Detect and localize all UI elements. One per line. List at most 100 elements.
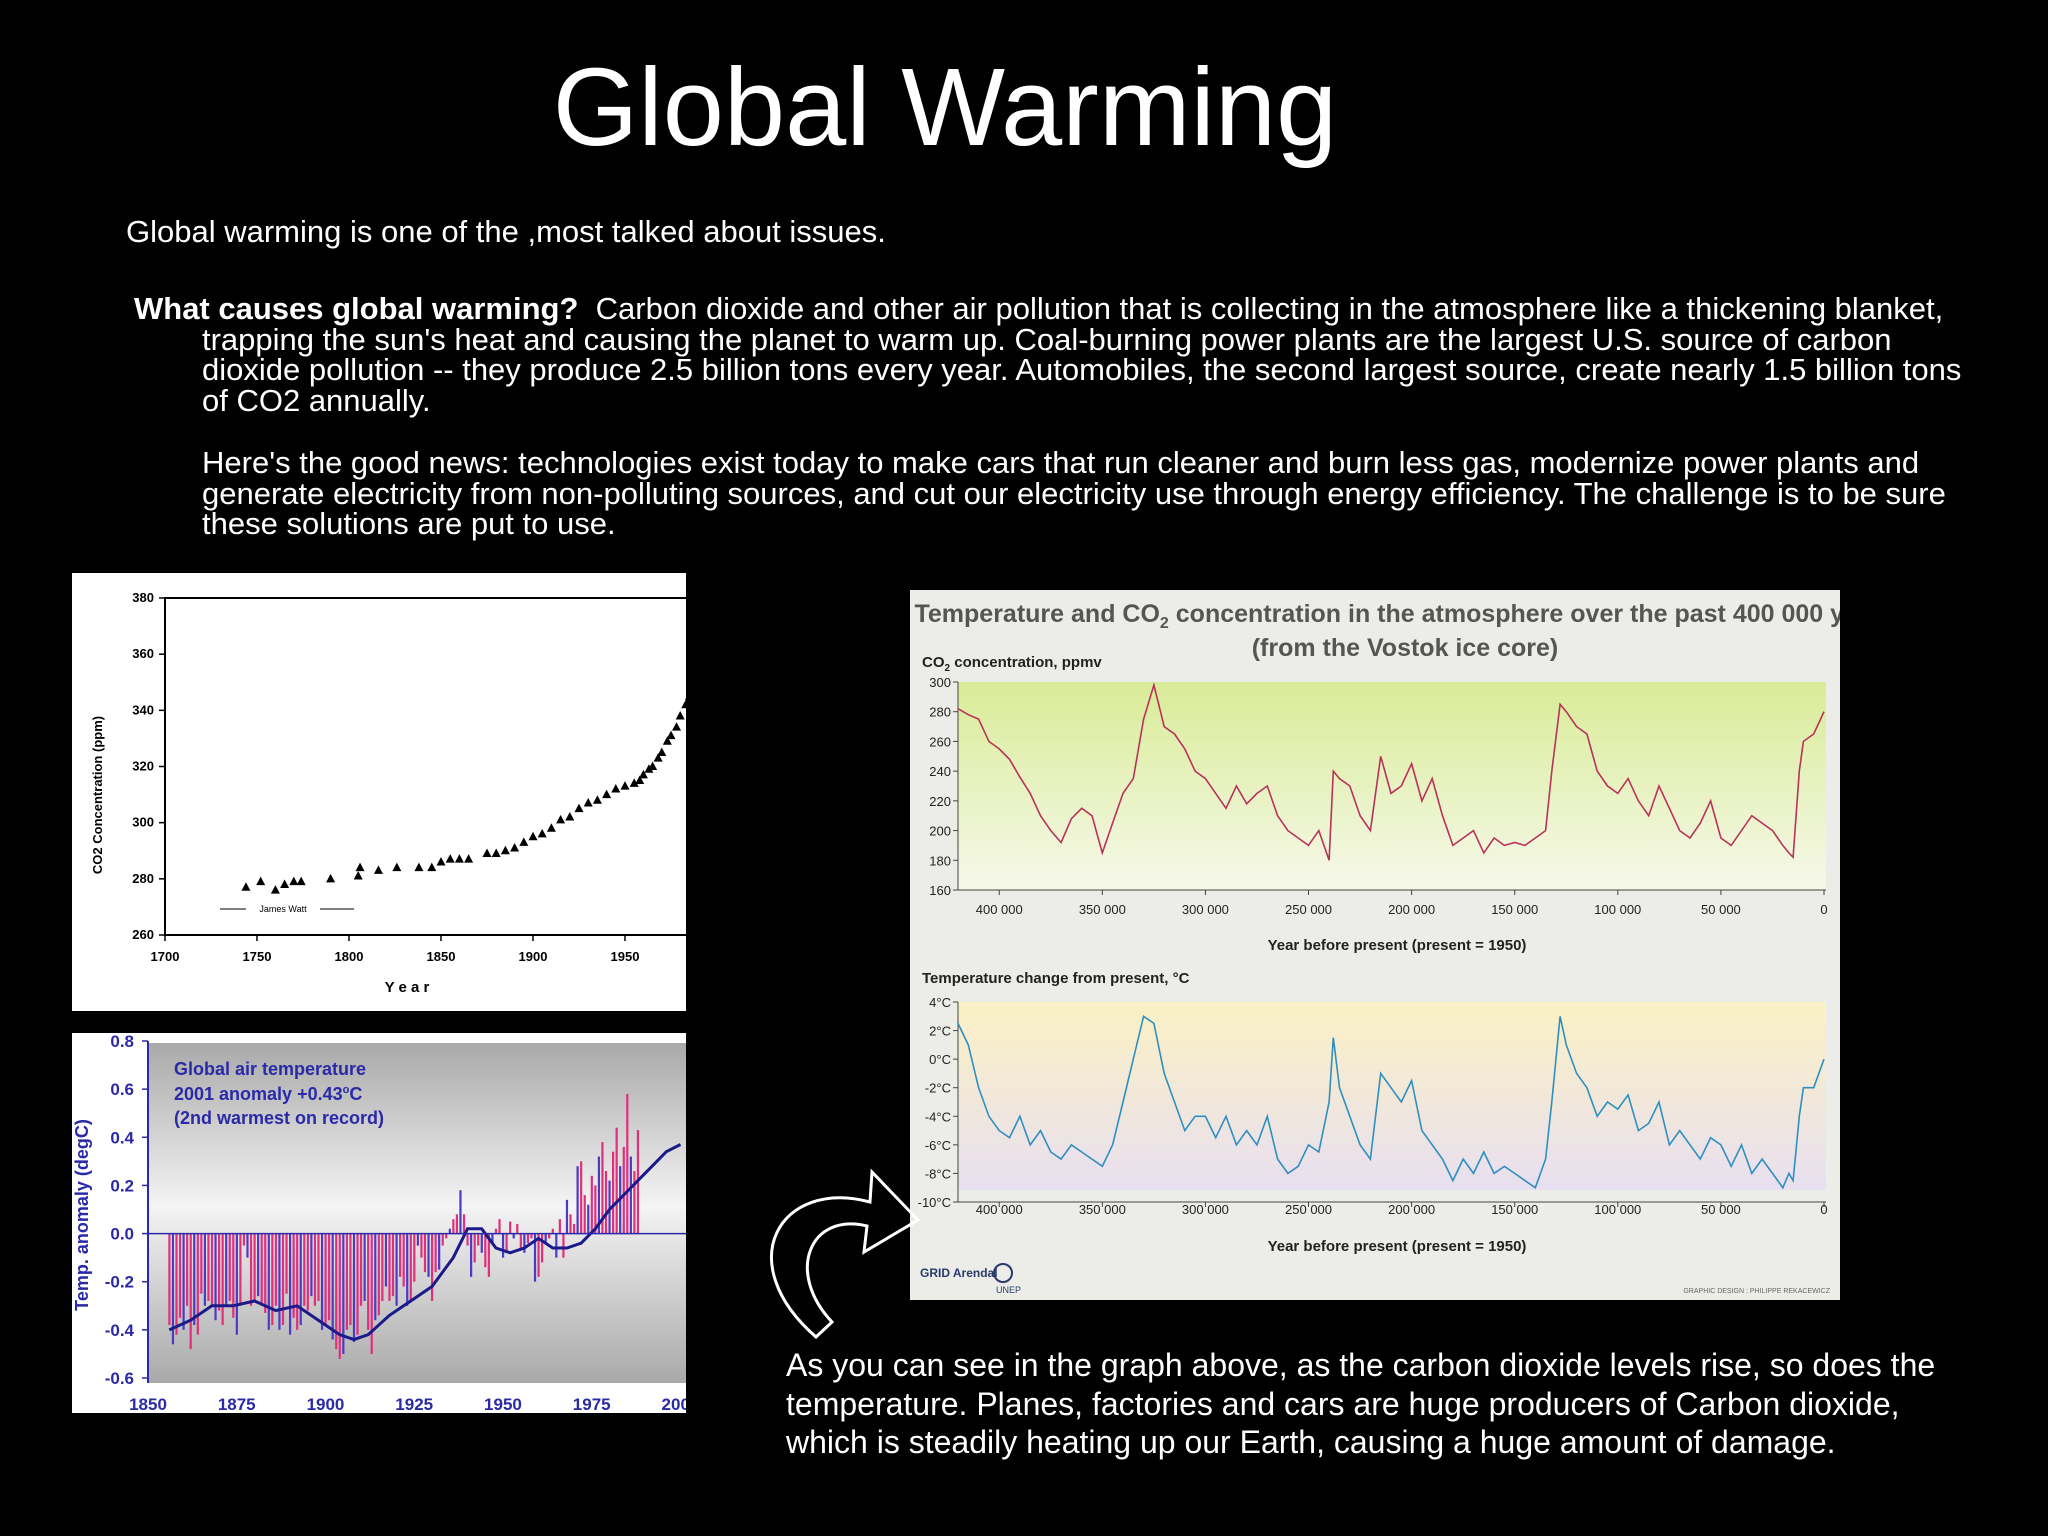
co2-data-point: [414, 862, 424, 872]
vostok-y-tick-label: -6°C: [925, 1138, 951, 1153]
temp-panel-background: [958, 1002, 1826, 1190]
anomaly-bar: [232, 1233, 235, 1318]
co2-y-tick-label: 260: [132, 927, 154, 942]
anomaly-bar: [335, 1233, 338, 1350]
anomaly-bar: [537, 1233, 540, 1277]
anomaly-bar: [477, 1233, 480, 1246]
anomaly-bar: [601, 1142, 604, 1234]
vostok-x-tick-label: 150 000: [1491, 902, 1538, 917]
anomaly-bar: [587, 1204, 590, 1234]
anomaly-bar: [292, 1233, 295, 1318]
anomaly-bar: [470, 1233, 473, 1277]
co2-y-tick-label: 340: [132, 702, 154, 717]
conclusion-text: As you can see in the graph above, as th…: [786, 1347, 1936, 1460]
anomaly-bar: [594, 1185, 597, 1234]
anomaly-annotation-line1: 2001 anomaly +0.43oC: [174, 1084, 362, 1104]
anomaly-bar: [338, 1233, 341, 1359]
co2-data-point: [241, 882, 251, 891]
anomaly-bar: [281, 1233, 285, 1326]
anomaly-bar: [533, 1233, 537, 1282]
anomaly-bar: [210, 1233, 214, 1306]
co2-data-point: [454, 854, 464, 863]
anomaly-bar: [214, 1233, 217, 1321]
anomaly-bar: [509, 1221, 512, 1234]
co2-data-point: [684, 691, 694, 700]
co2-data-point: [537, 828, 547, 838]
co2-data-point: [602, 789, 612, 799]
anomaly-bar: [459, 1190, 462, 1234]
vostok-y-tick-label: 2°C: [929, 1024, 951, 1039]
vostok-y-tick-label: 220: [929, 794, 951, 809]
anomaly-bar: [487, 1233, 490, 1277]
vostok-y-tick-label: -8°C: [925, 1166, 951, 1181]
anomaly-bar: [310, 1233, 313, 1297]
anomaly-bar: [462, 1214, 466, 1234]
co2-x-tick-label: 1750: [243, 949, 272, 964]
graphic-design-credit: GRAPHIC DESIGN : PHILIPPE REKACEWICZ: [1683, 1288, 1830, 1295]
anomaly-bar: [367, 1233, 370, 1330]
anomaly-chart-title: Global air temperature: [174, 1059, 366, 1079]
anomaly-bar: [420, 1233, 423, 1258]
anomaly-bar: [264, 1233, 267, 1314]
co2-x-tick-label: 1800: [335, 949, 364, 964]
anomaly-bar: [413, 1233, 416, 1282]
vostok-y-tick-label: -4°C: [925, 1109, 951, 1124]
anomaly-bar: [352, 1233, 356, 1342]
co2-data-point: [565, 812, 575, 821]
vostok-y-tick-label: 200: [929, 824, 951, 839]
vostok-y-tick-label: 160: [929, 883, 951, 898]
anomaly-x-tick-label: 1950: [484, 1395, 522, 1413]
anomaly-bar: [342, 1233, 345, 1354]
anomaly-bar: [324, 1233, 327, 1326]
vostok-x-tick-label: 50 000: [1701, 1202, 1741, 1217]
anomaly-bar: [530, 1233, 533, 1239]
anomaly-bar: [629, 1156, 632, 1234]
intro-text: Global warming is one of the ,most talke…: [126, 214, 886, 249]
vostok-y-tick-label: 4°C: [929, 995, 951, 1010]
anomaly-bar: [544, 1233, 547, 1244]
vostok-x-tick-label: 300 000: [1182, 902, 1229, 917]
anomaly-bar: [345, 1233, 348, 1330]
vostok-chart-svg: Temperature and CO2 concentration in the…: [914, 600, 1895, 1295]
anomaly-y-tick-label: -0.6: [105, 1369, 134, 1388]
vostok-y-tick-label: 0°C: [929, 1052, 951, 1067]
anomaly-bar: [512, 1233, 515, 1239]
anomaly-bar: [555, 1233, 558, 1258]
co2-data-point: [519, 837, 529, 846]
vostok-x-tick-label: 400 000: [976, 902, 1023, 917]
anomaly-bar: [523, 1233, 526, 1253]
co2-data-point: [355, 862, 365, 872]
co2-data-point: [546, 823, 556, 832]
anomaly-bar: [217, 1233, 221, 1311]
anomaly-bar: [494, 1228, 498, 1234]
co2-data-point: [592, 795, 602, 804]
vostok-x-tick-label: 100 000: [1594, 1202, 1641, 1217]
anomaly-bar: [271, 1233, 274, 1326]
co2-history-chart: 1700175018001850190019502000260280300320…: [72, 573, 731, 1011]
anomaly-y-tick-label: 0.4: [110, 1128, 134, 1147]
anomaly-bar: [239, 1233, 242, 1306]
co2-y-tick-label: 280: [132, 871, 154, 886]
co2-data-point: [681, 699, 691, 709]
anomaly-bar: [406, 1233, 409, 1306]
co2-data-point: [648, 761, 658, 770]
anomaly-bar: [196, 1233, 199, 1335]
co2-data-point: [464, 854, 474, 863]
anomaly-bar: [541, 1233, 544, 1263]
anomaly-bar: [391, 1233, 395, 1297]
anomaly-bar: [193, 1233, 196, 1326]
anomaly-bar: [317, 1233, 320, 1301]
anomaly-bar: [576, 1166, 579, 1234]
causes-paragraph: What causes global warming? Carbon dioxi…: [134, 293, 1980, 416]
vostok-y-tick-label: 280: [929, 705, 951, 720]
vostok-y-tick-label: -2°C: [925, 1081, 951, 1096]
anomaly-bar: [381, 1233, 384, 1301]
anomaly-bar: [448, 1228, 451, 1234]
anomaly-bar: [359, 1233, 363, 1306]
anomaly-bar: [203, 1233, 206, 1306]
curved-arrow-shape: [770, 1168, 921, 1340]
anomaly-annotation-line2: (2nd warmest on record): [174, 1108, 384, 1128]
co2-data-point: [666, 730, 676, 740]
anomaly-bar: [484, 1233, 487, 1268]
